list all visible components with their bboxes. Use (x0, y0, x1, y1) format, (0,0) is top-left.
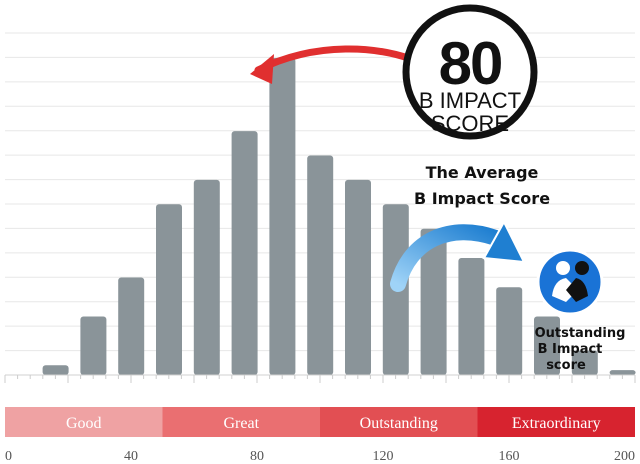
bar (458, 257, 485, 375)
score-label-line2: SCORE (431, 111, 509, 136)
score-bands: Good Great Outstanding Extraordinary (5, 407, 635, 437)
tick-label: 160 (499, 449, 520, 464)
band-good (5, 407, 163, 437)
band-outstanding (320, 407, 478, 437)
score-label-line1: B IMPACT (419, 88, 521, 113)
outstanding-caption-line3: score (546, 358, 586, 373)
bar (609, 370, 636, 375)
bar (42, 365, 69, 375)
tick-label: 200 (614, 449, 635, 464)
band-label: Outstanding (360, 415, 438, 432)
band-great (162, 407, 320, 437)
score-badge: 80 B IMPACT SCORE (402, 4, 538, 140)
bar (118, 277, 145, 375)
outstanding-arrow-head (482, 219, 526, 264)
bar (345, 179, 371, 375)
tick-label: 80 (250, 449, 264, 464)
band-label: Great (223, 415, 259, 432)
bar (307, 155, 334, 375)
average-arrow-head (250, 54, 274, 84)
band-label: Extraordinary (512, 415, 601, 432)
bar (269, 58, 296, 375)
average-caption-line1: The Average (426, 163, 539, 182)
score-number: 80 (439, 30, 502, 97)
tick-label: 40 (124, 449, 138, 464)
bar (496, 287, 523, 375)
band-extraordinary (477, 407, 635, 437)
bar (571, 350, 598, 375)
bar (420, 228, 447, 375)
tick-labels: 0 40 80 120 160 200 (5, 449, 635, 464)
outstanding-caption-line1: Outstanding (535, 326, 626, 341)
tick-label: 0 (5, 449, 12, 464)
bar (193, 179, 220, 375)
outstanding-arrow (390, 224, 504, 292)
tick-label: 120 (373, 449, 394, 464)
bar (231, 131, 258, 375)
outstanding-caption-line2: B Impact (538, 342, 603, 357)
band-label: Good (66, 415, 102, 432)
x-axis (4, 374, 636, 383)
bar (534, 316, 560, 375)
b-corp-badge-icon (536, 248, 604, 316)
bar (156, 204, 182, 375)
average-caption-line2: B Impact Score (414, 189, 550, 208)
bar (80, 316, 107, 375)
